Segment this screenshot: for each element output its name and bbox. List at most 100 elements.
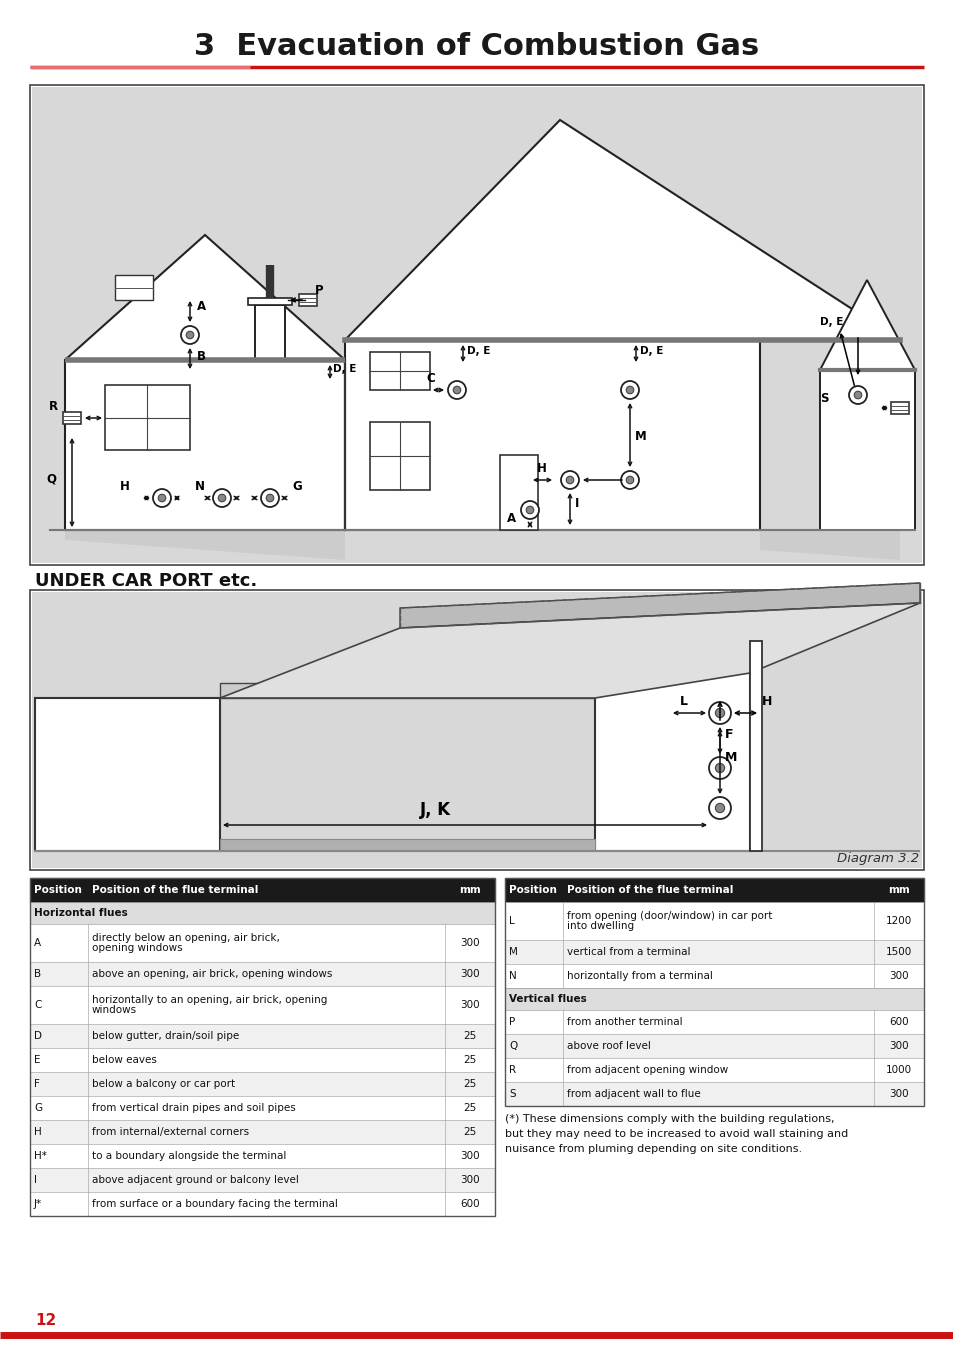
Bar [30,590,923,869]
Text: H: H [537,462,546,475]
Text: below gutter, drain/soil pipe: below gutter, drain/soil pipe [91,1031,239,1041]
Bar [30,85,923,566]
Text: 600: 600 [459,1199,479,1210]
Circle shape [152,489,171,508]
Text: H: H [761,695,772,707]
Text: mm: mm [458,886,480,895]
Text: from another terminal: from another terminal [566,1017,682,1027]
Text: D, E: D, E [467,346,490,356]
Text: 300: 300 [888,1089,908,1099]
Circle shape [708,796,730,819]
Circle shape [520,501,538,518]
Text: F: F [34,1079,40,1089]
Text: A: A [506,512,516,525]
Text: vertical from a terminal: vertical from a terminal [566,946,690,957]
Text: S: S [509,1089,515,1099]
Text: from vertical drain pipes and soil pipes: from vertical drain pipes and soil pipes [91,1103,295,1112]
Bar [30,986,495,1025]
Text: from internal/external corners: from internal/external corners [91,1127,249,1137]
Circle shape [261,489,278,508]
Circle shape [708,702,730,724]
Text: N: N [194,481,205,493]
Circle shape [566,477,573,483]
Bar [30,1192,495,1216]
Circle shape [453,386,460,394]
Text: R: R [509,1065,516,1075]
Bar [504,1081,923,1106]
Text: mm: mm [887,886,909,895]
Bar [749,641,761,850]
Text: UNDER CAR PORT etc.: UNDER CAR PORT etc. [35,572,257,590]
Bar [30,1168,495,1192]
Polygon shape [220,603,919,698]
Text: A: A [34,938,41,948]
Bar [345,340,760,531]
Polygon shape [345,120,899,340]
Bar [504,902,923,940]
Bar [105,385,190,450]
Text: R: R [49,400,58,413]
Circle shape [266,494,274,502]
Text: P: P [314,284,323,297]
Text: Position of the flue terminal: Position of the flue terminal [91,886,258,895]
Text: 25: 25 [463,1054,476,1065]
Text: (*) These dimensions comply with the building regulations,
but they may need to : (*) These dimensions comply with the bui… [504,1114,847,1154]
Text: M: M [724,751,737,764]
Bar [595,643,749,850]
Text: L: L [679,695,687,707]
Bar [248,298,292,305]
Text: B: B [196,350,206,363]
Text: directly below an opening, air brick,: directly below an opening, air brick, [91,933,279,944]
Circle shape [158,494,166,502]
Text: 300: 300 [459,969,479,979]
Text: D, E: D, E [820,317,842,327]
Text: above an opening, air brick, opening windows: above an opening, air brick, opening win… [91,969,332,979]
Text: 25: 25 [463,1103,476,1112]
Text: J, K: J, K [419,801,451,819]
Text: horizontally to an opening, air brick, opening: horizontally to an opening, air brick, o… [91,995,327,1004]
Text: I: I [34,1174,37,1185]
Bar [370,423,430,490]
Text: 1000: 1000 [885,1065,911,1075]
Text: 25: 25 [463,1031,476,1041]
Text: 3  Evacuation of Combustion Gas: 3 Evacuation of Combustion Gas [194,32,759,61]
Bar [30,1048,495,1072]
Bar [30,923,495,963]
Text: above roof level: above roof level [566,1041,650,1052]
Text: windows: windows [91,1004,137,1015]
Text: A: A [196,300,206,313]
Bar [30,878,495,1216]
Text: 25: 25 [463,1079,476,1089]
Text: below eaves: below eaves [91,1054,156,1065]
Text: H*: H* [34,1152,47,1161]
Bar [220,838,595,850]
Text: 300: 300 [888,971,908,981]
Bar [30,1025,495,1048]
Bar [32,86,921,563]
Text: Position: Position [34,886,82,895]
Text: 300: 300 [459,1152,479,1161]
Bar [30,963,495,986]
Bar [30,878,495,902]
Bar [504,1058,923,1081]
Bar [504,878,923,902]
Bar [30,1120,495,1143]
Circle shape [620,471,639,489]
Polygon shape [65,531,345,560]
Text: Horizontal flues: Horizontal flues [34,909,128,918]
Bar [504,1034,923,1058]
Bar [30,902,495,923]
Text: opening windows: opening windows [91,944,182,953]
Circle shape [715,709,724,718]
Text: M: M [635,431,646,443]
Text: Position: Position [509,886,557,895]
Text: F: F [724,728,733,741]
Text: H: H [120,481,130,493]
Text: from adjacent opening window: from adjacent opening window [566,1065,727,1075]
Text: G: G [292,481,301,493]
Polygon shape [760,531,899,560]
Bar [30,1143,495,1168]
Text: from adjacent wall to flue: from adjacent wall to flue [566,1089,700,1099]
Text: above adjacent ground or balcony level: above adjacent ground or balcony level [91,1174,298,1185]
Text: 300: 300 [459,938,479,948]
